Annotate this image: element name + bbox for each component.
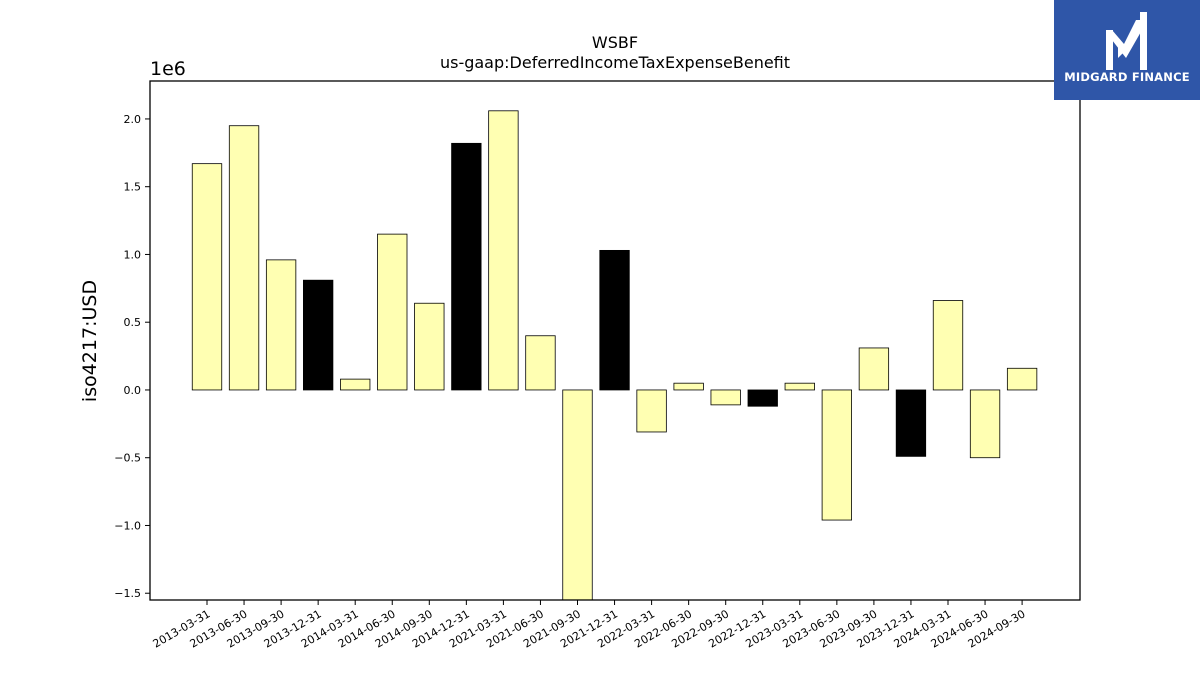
bar-2023-03-31 — [784, 382, 815, 391]
y-axis-offset-label: 1e6 — [150, 58, 186, 80]
bar-2022-03-31 — [636, 389, 667, 433]
midgard-m-logo-icon — [1106, 12, 1147, 70]
bar-2024-09-30 — [1006, 367, 1038, 391]
midgard-finance-logo: MIDGARD FINANCE — [1054, 0, 1200, 100]
bar-2022-09-30 — [710, 389, 741, 406]
y-tick-label: 1.5 — [124, 181, 142, 194]
y-axis-label: iso4217:USD — [79, 280, 101, 402]
bar-2013-06-30 — [228, 125, 260, 391]
bar-2014-03-31 — [340, 378, 371, 391]
bar-2022-06-30 — [673, 382, 704, 391]
y-axis-ticks: −1.5 −1.0 −0.5 0.0 0.5 1.0 1.5 2.0 — [114, 113, 150, 600]
y-tick-label: −0.5 — [114, 452, 141, 465]
y-tick-label: −1.0 — [114, 519, 141, 532]
bar-2022-12-31 — [747, 389, 778, 407]
bar-2014-06-30 — [377, 233, 408, 391]
bar-2021-03-31 — [488, 110, 519, 391]
y-tick-label: 2.0 — [124, 113, 142, 126]
plot-frame — [149, 80, 1081, 601]
bar-2024-03-31 — [932, 300, 964, 391]
y-tick-label: 0.5 — [124, 316, 142, 329]
bar-2023-06-30 — [821, 389, 852, 521]
bar-2023-12-31 — [895, 389, 927, 457]
bar-2021-12-31 — [599, 249, 630, 391]
bar-2021-09-30 — [562, 389, 593, 601]
bar-2023-09-30 — [858, 347, 890, 391]
bar-2013-09-30 — [265, 259, 297, 391]
y-tick-label: 1.0 — [124, 248, 142, 261]
chart-title: WSBF — [592, 33, 638, 52]
bar-2013-03-31 — [191, 163, 223, 391]
bar-2013-12-31 — [302, 279, 334, 391]
bars-group — [191, 110, 1038, 601]
bar-2024-06-30 — [969, 389, 1001, 459]
chart-subtitle: us-gaap:DeferredIncomeTaxExpenseBenefit — [440, 53, 790, 72]
logo-text: MIDGARD FINANCE — [1064, 70, 1190, 84]
y-tick-label: −1.5 — [114, 587, 141, 600]
bar-2014-09-30 — [414, 302, 445, 391]
y-tick-label: 0.0 — [124, 384, 142, 397]
x-axis-ticks: 2013-03-312013-06-302013-09-302013-12-31… — [151, 600, 1028, 651]
bar-2014-12-31 — [451, 142, 482, 391]
bar-2021-06-30 — [525, 335, 556, 391]
